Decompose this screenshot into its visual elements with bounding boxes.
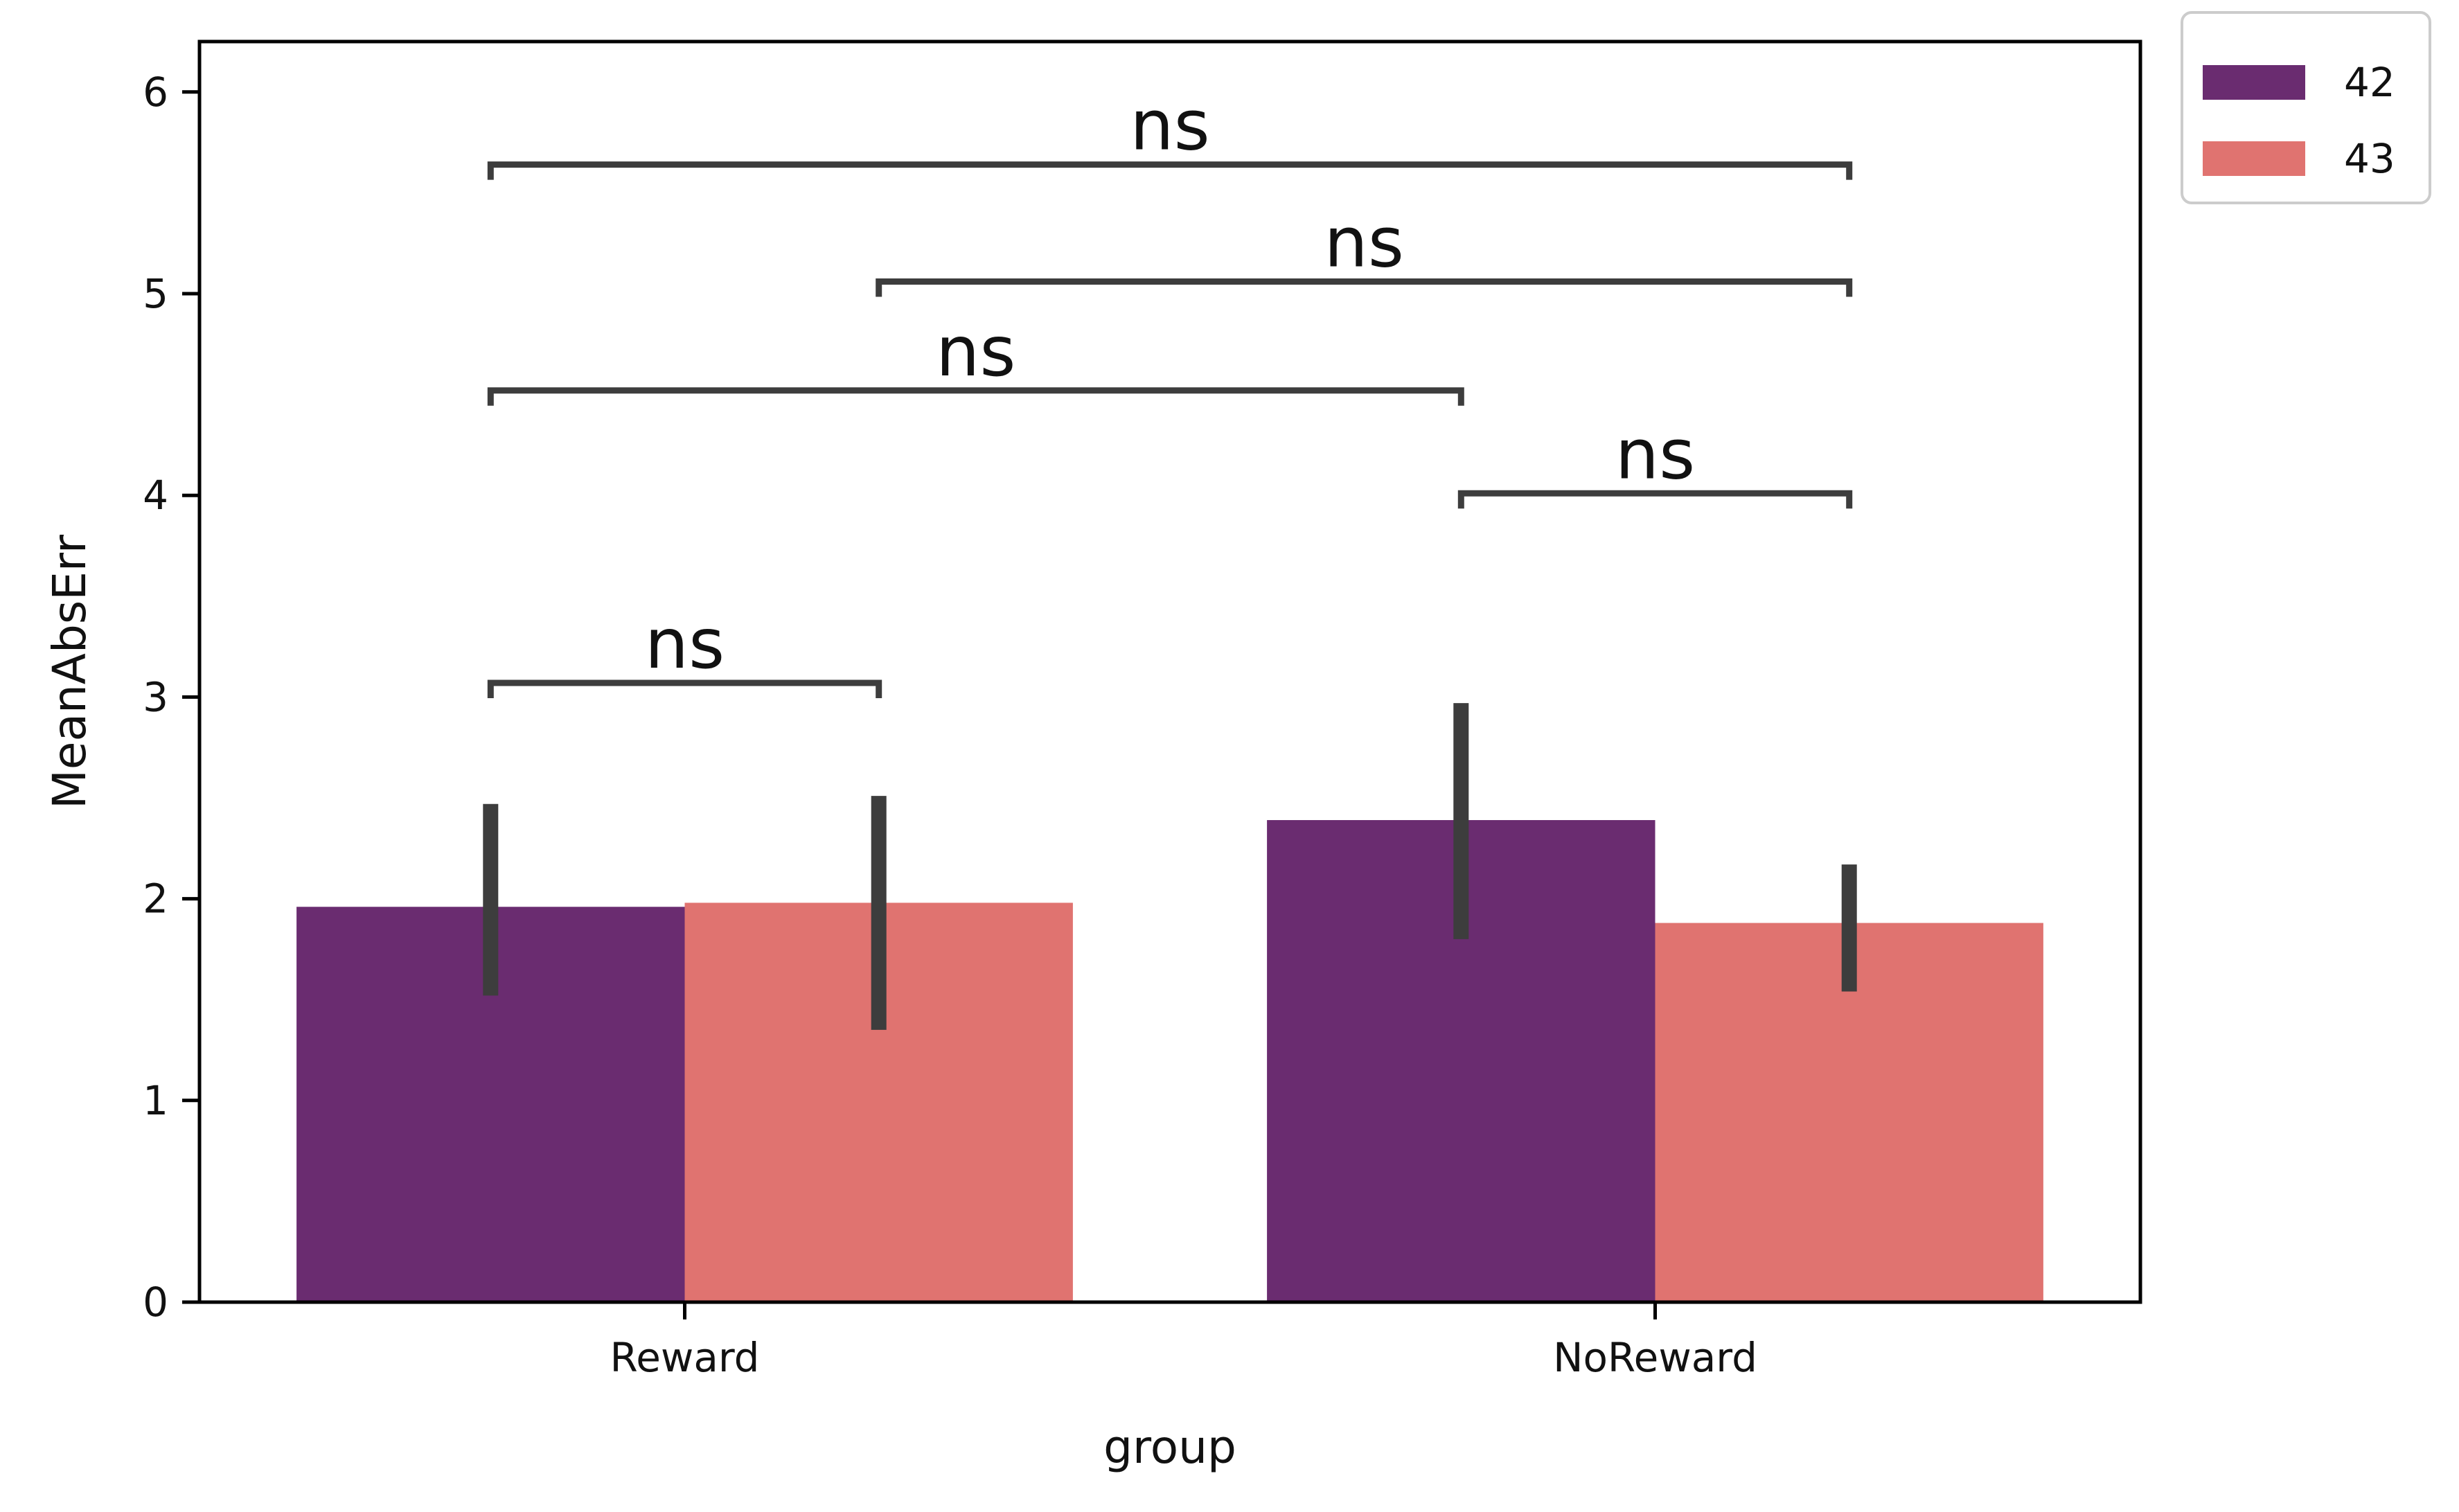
significance-label-4: ns [1130,85,1209,166]
error-bars-layer [483,703,1857,1030]
legend: 42 43 [2181,11,2431,204]
significance-label-0: ns [645,603,725,684]
y-tick-label-1: 1 [143,1077,168,1124]
significance-bracket-1 [1457,490,1853,509]
x-axis: Reward NoReward [610,1302,1757,1381]
significance-bracket-4 [487,161,1853,180]
significance-bracket-2 [487,387,1464,406]
y-tick-label-5: 5 [143,270,168,317]
significance-annotations-layer: ns ns ns ns ns [487,85,1853,699]
y-tick-label-0: 0 [143,1279,168,1326]
significance-label-2: ns [936,311,1015,392]
y-axis-title: MeanAbsErr [43,534,96,809]
significance-bracket-3 [876,278,1853,297]
legend-label-43: 43 [2344,135,2395,182]
y-tick-label-6: 6 [143,69,168,116]
significance-bracket-0 [487,679,882,699]
y-tick-label-4: 4 [143,472,168,519]
legend-label-42: 42 [2344,59,2395,106]
significance-label-1: ns [1615,413,1695,495]
x-axis-title: group [1103,1421,1236,1474]
y-tick-label-2: 2 [143,875,168,923]
legend-swatch-43 [2203,141,2305,176]
legend-swatch-42 [2203,65,2305,100]
significance-label-3: ns [1324,202,1403,283]
plot-frame [197,39,2142,1304]
y-tick-label-3: 3 [143,673,168,720]
x-tick-label-NoReward: NoReward [1553,1334,1757,1381]
bars-layer [296,820,2043,1302]
y-axis: 0 1 2 3 4 5 6 [143,69,199,1326]
x-tick-label-Reward: Reward [610,1334,760,1381]
